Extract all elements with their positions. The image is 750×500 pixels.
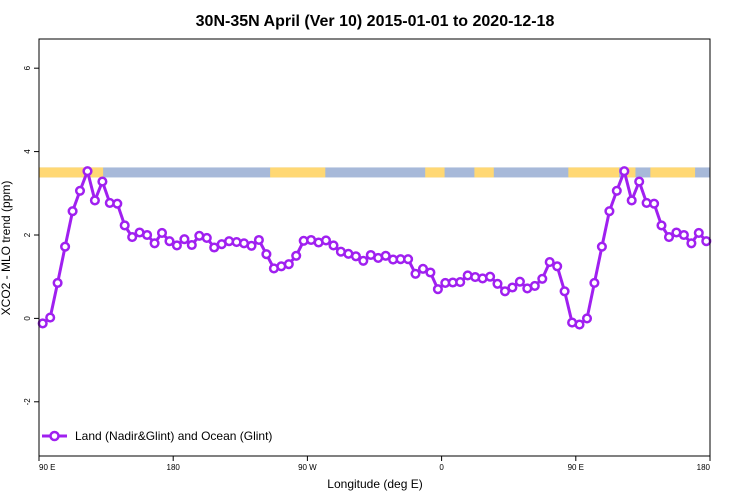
land-segment [425,167,445,178]
land-segment [626,167,636,178]
legend-point-marker [49,430,60,442]
data-point [186,239,197,251]
x-tick-label: 90 E [39,463,55,472]
y-tick-label: 4 [23,149,32,154]
y-axis-label: XCO2 - MLO trend (ppm) [0,181,13,316]
y-tick-label: 0 [23,316,32,321]
data-point [701,236,712,247]
data-point [149,238,160,249]
land-segment [650,167,696,178]
data-point [529,280,540,291]
data-point [45,312,56,323]
data-point [164,236,175,247]
data-point [171,240,182,251]
data-point [619,166,630,177]
y-tick-label: -2 [23,398,32,406]
data-point [425,267,436,278]
data-point [604,206,615,217]
data-point [455,277,466,288]
y-tick-label: 6 [23,65,32,70]
data-point [552,261,563,272]
data-point [596,241,607,252]
data-point [432,284,443,295]
data-point [693,227,704,238]
data-point [611,185,622,196]
data-point [74,185,86,196]
data-point [358,255,369,266]
data-point [417,263,429,274]
data-point [37,318,48,329]
x-axis: 90 E 180 90 W 0 90 E 180 [38,456,711,472]
data-point [492,278,503,289]
data-point [291,250,302,261]
data-point [626,195,637,206]
data-point [89,195,100,206]
land-segment [474,167,494,178]
x-tick-label: 90 W [298,463,317,472]
x-tick-label: 180 [167,463,181,472]
land-segment [39,167,104,178]
y-tick-label: 2 [23,232,32,237]
data-point [559,286,570,297]
chart-title: 30N-35N April (Ver 10) 2015-01-01 to 202… [196,13,555,30]
land-segment [270,167,326,178]
legend-label: Land (Nadir&Glint) and Ocean (Glint) [75,429,272,443]
data-point [67,206,78,217]
data-point [581,313,593,324]
data-point [283,259,294,270]
data-point [656,220,667,231]
data-point [537,273,548,284]
data-point [649,198,660,209]
x-axis-label: Longitude (deg E) [327,477,422,491]
x-tick-label: 90 E [568,463,584,472]
data-point [253,234,264,246]
data-point [97,176,108,187]
data-point [328,240,339,251]
data-point [320,235,332,246]
data-point [574,319,585,330]
x-tick-label: 0 [439,463,444,472]
ocean-band [39,167,710,178]
data-point [119,220,130,231]
data-point [403,254,414,265]
x-tick-label: 180 [697,463,711,472]
data-point [201,232,212,243]
data-point [156,227,168,238]
y-axis: -2 0 2 4 6 [23,65,39,405]
data-point [246,240,257,251]
legend: Land (Nadir&Glint) and Ocean (Glint) [42,429,272,443]
data-point [410,268,421,279]
data-point [544,257,555,268]
land-segment [568,167,620,178]
data-point [663,232,675,243]
plot-frame [38,38,711,457]
data-point [499,286,511,297]
data-point [142,229,153,241]
data-point [380,250,391,261]
data-point [686,238,697,249]
data-point [678,229,689,241]
data-point [507,282,518,293]
data-point [127,232,138,243]
land-ocean-band [39,167,710,178]
data-point [60,241,71,252]
data-point [82,166,93,177]
data-point [112,198,123,209]
data-point [261,249,272,260]
data-point [179,234,190,245]
data-point [485,271,496,282]
data-point [514,276,525,287]
series-layer [37,166,712,330]
data-point [52,277,63,288]
data-point [589,277,600,288]
data-point [350,251,361,262]
data-point [634,176,645,187]
